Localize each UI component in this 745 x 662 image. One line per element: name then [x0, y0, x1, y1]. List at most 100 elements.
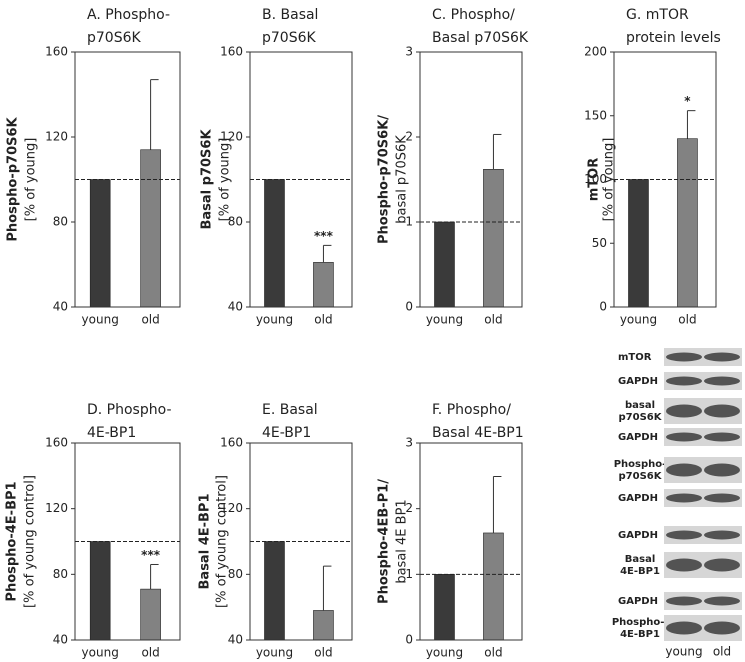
panel-title: protein levels — [626, 30, 721, 46]
plot-frame — [74, 51, 181, 308]
blot-row-label: mTOR — [618, 352, 652, 363]
bar — [264, 179, 285, 308]
y-tick-label: 80 — [228, 567, 243, 581]
panel-title: B. Basal — [262, 7, 318, 23]
bar — [434, 221, 455, 308]
blot-row-label: 4E-BP1 — [620, 566, 660, 577]
y-axis-label: [% of young] — [602, 138, 617, 222]
significance: * — [684, 94, 691, 108]
plot-frame — [419, 51, 523, 308]
blot-row-label: Phospho-. — [612, 617, 668, 628]
significance: *** — [141, 548, 161, 562]
blot-band — [704, 621, 740, 635]
y-tick-label: 150 — [584, 108, 607, 122]
significance: *** — [314, 229, 334, 243]
x-tick-label: young — [82, 646, 119, 660]
y-axis-label: Phospho-p70S6K — [6, 116, 21, 241]
y-tick-label: 120 — [220, 130, 243, 144]
blot-band — [704, 558, 740, 572]
blot-row-label: basal — [625, 400, 655, 411]
y-axis-label: [% of young] — [24, 138, 39, 222]
panel-title: E. Basal — [262, 402, 318, 418]
blot-strip — [664, 372, 742, 390]
x-tick-label: old — [141, 646, 159, 660]
y-tick-label: 3 — [405, 436, 413, 450]
bar — [313, 262, 334, 308]
blot-row-label: 4E-BP1 — [620, 629, 660, 640]
blot-band — [704, 530, 740, 540]
y-tick-label: 50 — [592, 236, 607, 250]
x-tick-label: old — [141, 313, 159, 327]
y-tick-label: 0 — [405, 300, 413, 314]
y-tick-label: 120 — [45, 501, 68, 515]
plot-frame — [249, 442, 353, 641]
y-tick-label: 160 — [220, 436, 243, 450]
bar — [89, 179, 111, 308]
blot-band — [704, 463, 740, 477]
y-axis-label: Basal 4E-BP1 — [198, 494, 213, 590]
y-tick-label: 40 — [228, 300, 243, 314]
y-axis-label: [% of young] — [218, 138, 233, 222]
panel-title: p70S6K — [262, 30, 316, 46]
bar — [140, 588, 161, 641]
blot-band — [704, 352, 740, 362]
blot-band — [704, 404, 740, 418]
blot-row-label: Basal — [625, 554, 656, 565]
x-tick-label: old — [678, 313, 696, 327]
blot-band — [704, 432, 740, 442]
y-tick-label: 80 — [53, 215, 68, 229]
bar — [483, 169, 504, 308]
panel-title: F. Phospho/ — [432, 402, 511, 418]
blot-band — [666, 596, 702, 606]
y-tick-label: 1 — [405, 567, 413, 581]
bar — [140, 149, 161, 308]
x-tick-label: young — [256, 313, 293, 327]
blot-strip — [664, 592, 742, 610]
x-tick-label: young — [82, 313, 119, 327]
plot-frame — [419, 442, 523, 641]
y-tick-label: 160 — [45, 436, 68, 450]
y-tick-label: 40 — [228, 633, 243, 647]
y-tick-label: 2 — [405, 501, 413, 515]
y-tick-label: 0 — [405, 633, 413, 647]
blot-row-label: GAPDH — [618, 376, 658, 387]
plot-frame — [74, 442, 181, 641]
y-tick-label: 1 — [405, 215, 413, 229]
y-axis-label: [% of young control] — [23, 475, 38, 608]
blot-band — [666, 493, 702, 503]
y-axis-label: [% of young control] — [215, 475, 230, 608]
panel-title: A. Phospho- — [87, 7, 170, 23]
x-tick-label: old — [314, 313, 332, 327]
y-tick-label: 120 — [45, 130, 68, 144]
x-tick-label: young — [426, 646, 463, 660]
y-axis-label: Phospho-p70S6K/ — [377, 115, 392, 244]
blot-strip — [664, 428, 742, 446]
y-tick-label: 160 — [45, 45, 68, 59]
y-tick-label: 2 — [405, 130, 413, 144]
x-tick-label: old — [314, 646, 332, 660]
bar — [264, 541, 285, 641]
blot-band — [666, 530, 702, 540]
plot-frame — [249, 51, 353, 308]
plot-frame — [613, 51, 717, 308]
x-tick-label: young — [426, 313, 463, 327]
blot-row-label: GAPDH — [618, 493, 658, 504]
blot-band — [704, 596, 740, 606]
blot-band — [666, 621, 702, 635]
blot-strip — [664, 526, 742, 544]
panel-title: 4E-BP1 — [87, 425, 136, 441]
blot-strip — [664, 348, 742, 366]
y-tick-label: 40 — [53, 633, 68, 647]
blot-row-label: GAPDH — [618, 530, 658, 541]
x-tick-label: old — [484, 646, 502, 660]
bar — [89, 541, 111, 641]
bar — [628, 179, 649, 308]
panel-title: G. mTOR — [626, 7, 689, 23]
y-axis-label: basal p70S6K — [395, 135, 410, 224]
y-tick-label: 120 — [220, 501, 243, 515]
bar — [313, 610, 334, 641]
blot-band — [666, 376, 702, 386]
blot-band — [704, 493, 740, 503]
x-tick-label: young — [620, 313, 657, 327]
